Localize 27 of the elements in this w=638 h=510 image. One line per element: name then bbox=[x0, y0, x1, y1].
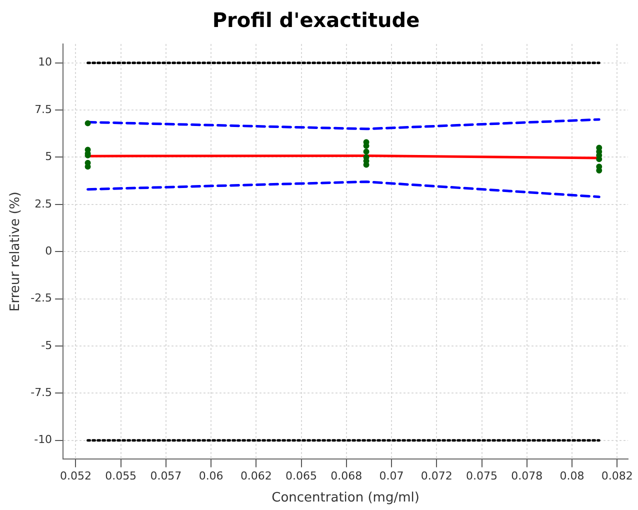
y-tick-label: 0 bbox=[45, 244, 52, 258]
x-tick-label: 0.082 bbox=[601, 470, 633, 483]
x-tick-label: 0.065 bbox=[286, 470, 318, 483]
x-tick-label: 0.072 bbox=[420, 470, 452, 483]
y-tick-label: -10 bbox=[34, 433, 52, 446]
y-axis-title: Erreur relative (%) bbox=[8, 192, 24, 312]
x-tick-label: 0.068 bbox=[330, 470, 362, 483]
y-tick-label: 2.5 bbox=[34, 197, 52, 210]
y-tick-label: 7.5 bbox=[34, 102, 52, 116]
y-tick-label: 10 bbox=[38, 56, 52, 69]
x-tick-label: 0.062 bbox=[240, 470, 272, 483]
x-tick-label: 0.075 bbox=[466, 470, 498, 483]
y-tick-label: -2.5 bbox=[30, 292, 52, 305]
chart-title: Profil d'exactitude bbox=[212, 8, 420, 32]
point bbox=[84, 120, 91, 126]
y-tick-label: -7.5 bbox=[30, 386, 52, 400]
y-tick-label: 5 bbox=[45, 150, 52, 164]
x-tick-label: 0.08 bbox=[560, 470, 584, 483]
x-tick-label: 0.078 bbox=[511, 470, 543, 483]
x-axis-title: Concentration (mg/ml) bbox=[272, 490, 420, 506]
x-tick-label: 0.06 bbox=[198, 470, 224, 483]
point bbox=[363, 148, 370, 155]
x-tick-label: 0.052 bbox=[60, 470, 92, 483]
x-tick-label: 0.055 bbox=[105, 470, 137, 483]
x-tick-label: 0.057 bbox=[150, 470, 182, 483]
x-tick-label: 0.07 bbox=[379, 470, 404, 483]
y-tick-label: -5 bbox=[41, 338, 52, 352]
